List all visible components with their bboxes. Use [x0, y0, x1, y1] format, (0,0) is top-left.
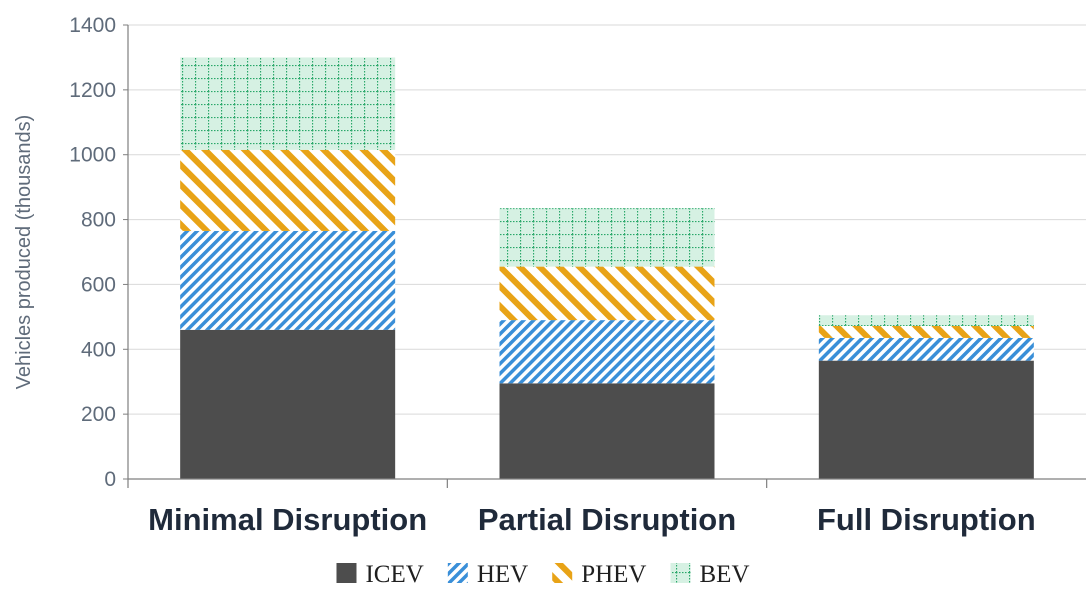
y-tick-label: 800 [81, 209, 116, 232]
axes [123, 24, 1086, 488]
legend-swatch-bev [670, 563, 691, 583]
bar-segment-icev [499, 383, 715, 479]
bar-segment-bev [499, 208, 715, 267]
x-category-label: Minimal Disruption [148, 502, 427, 537]
x-category-label: Partial Disruption [478, 502, 736, 537]
bar-segment-bev [180, 57, 396, 150]
y-tick-label: 1000 [69, 144, 116, 167]
axis-labels: 0 200 400 600 800 1000 1200 1400 Minimal Disrupt… [69, 14, 1035, 537]
legend-label: ICEV [365, 561, 423, 588]
legend-label: PHEV [581, 561, 646, 588]
x-category-label: Full Disruption [817, 502, 1036, 537]
legend-swatch-icev [336, 563, 357, 583]
legend-swatch-phev [552, 563, 573, 583]
bar-segment-icev [818, 360, 1034, 479]
y-tick-label: 1400 [69, 14, 116, 37]
legend: ICEV HEV PHEV BEV [336, 561, 750, 588]
y-tick-label: 600 [81, 273, 116, 296]
bar-segment-phev [499, 266, 715, 321]
legend-label: BEV [700, 561, 750, 588]
bar-segment-phev [180, 149, 396, 231]
bar-segment-icev [180, 329, 396, 479]
bar-segment-bev [818, 315, 1034, 326]
y-tick-label: 400 [81, 338, 116, 361]
y-axis-title: Vehicles produced (thousands) [13, 115, 35, 390]
y-tick-label: 1200 [69, 79, 116, 102]
bar-segment-phev [818, 325, 1034, 338]
bars [180, 57, 1034, 479]
bar-segment-hev [499, 320, 715, 384]
bar-segment-hev [818, 337, 1034, 361]
legend-label: HEV [477, 561, 528, 588]
bar-segment-hev [180, 230, 396, 330]
y-tick-label: 200 [81, 403, 116, 426]
legend-swatch-hev [447, 563, 468, 583]
y-tick-label: 0 [104, 468, 116, 491]
